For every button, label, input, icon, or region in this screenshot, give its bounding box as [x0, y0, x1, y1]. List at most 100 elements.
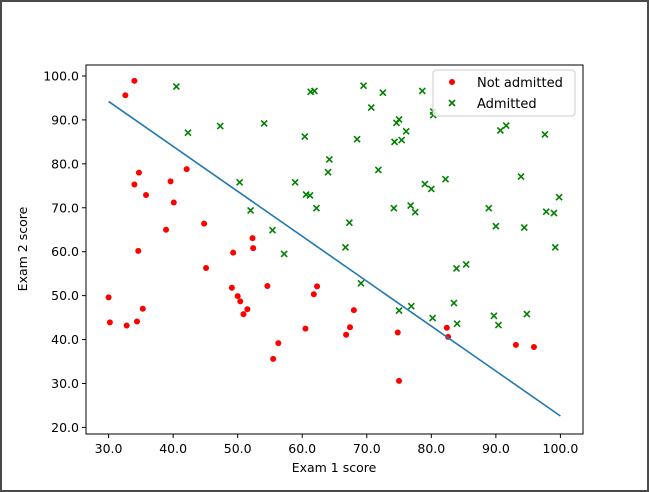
data-point-not-admitted — [234, 293, 241, 300]
x-tick-label: 60.0 — [288, 441, 316, 456]
data-point-not-admitted — [105, 294, 112, 301]
data-point-admitted — [395, 306, 403, 315]
data-point-admitted — [367, 104, 375, 112]
data-point-admitted-stroke — [268, 226, 277, 234]
data-point-admitted-stroke — [550, 209, 558, 217]
data-point-admitted — [485, 204, 493, 212]
data-point-admitted — [411, 208, 419, 216]
data-point-admitted — [310, 87, 319, 95]
data-point-admitted — [541, 130, 549, 138]
data-point-admitted-stroke — [353, 135, 361, 143]
data-point-not-admitted — [131, 181, 138, 188]
data-point-not-admitted — [131, 77, 138, 84]
data-point-admitted-stroke — [236, 178, 244, 186]
data-point-admitted — [542, 208, 550, 216]
legend-box — [432, 69, 576, 117]
data-point-not-admitted — [135, 169, 142, 176]
data-point-admitted — [236, 178, 244, 186]
data-point-admitted — [268, 226, 277, 234]
data-point-admitted — [523, 310, 531, 318]
data-point-not-admitted — [396, 377, 403, 384]
data-point-not-admitted — [350, 307, 357, 314]
x-tick-label: 30.0 — [95, 441, 123, 456]
data-point-admitted-stroke — [172, 82, 180, 91]
data-point-admitted — [390, 204, 398, 212]
data-point-not-admitted — [167, 178, 174, 185]
x-tick-label: 80.0 — [417, 441, 445, 456]
data-point-admitted-stroke — [310, 87, 319, 95]
legend-label-not-admitted: Not admitted — [477, 76, 563, 91]
data-point-admitted — [407, 302, 415, 310]
data-point-not-admitted — [264, 282, 271, 289]
data-point-not-admitted — [122, 92, 129, 99]
data-point-admitted-stroke — [291, 178, 299, 186]
data-point-admitted — [517, 173, 525, 181]
data-point-admitted-stroke — [411, 208, 419, 216]
y-tick-label: 20.0 — [51, 420, 79, 435]
data-point-admitted — [490, 312, 498, 320]
y-tick-label: 40.0 — [51, 332, 79, 347]
data-point-admitted-stroke — [551, 243, 559, 251]
data-point-admitted-stroke — [421, 180, 429, 188]
data-point-not-admitted — [170, 199, 177, 206]
data-point-not-admitted — [443, 324, 450, 331]
plot-area-frame — [85, 64, 584, 435]
data-point-admitted — [520, 223, 528, 232]
data-point-admitted — [496, 126, 504, 135]
data-point-admitted-stroke — [390, 138, 399, 146]
x-tick-label: 90.0 — [482, 441, 510, 456]
data-point-admitted-stroke — [260, 119, 268, 127]
data-point-admitted — [324, 168, 332, 176]
data-point-admitted-stroke — [325, 155, 333, 164]
data-point-admitted-stroke — [341, 243, 350, 251]
data-point-not-admitted — [240, 311, 247, 318]
data-point-not-admitted — [530, 344, 537, 351]
data-point-admitted — [555, 193, 563, 201]
data-point-admitted-stroke — [462, 260, 470, 269]
data-point-not-admitted — [249, 235, 256, 242]
data-point-admitted — [379, 89, 387, 97]
data-point-admitted-stroke — [395, 306, 403, 315]
data-point-admitted — [492, 222, 500, 230]
data-point-admitted-stroke — [427, 185, 435, 193]
data-point-admitted — [407, 202, 415, 210]
data-point-not-admitted — [135, 247, 142, 254]
data-point-admitted — [341, 243, 350, 251]
data-point-admitted — [441, 175, 450, 183]
data-point-admitted — [418, 87, 426, 95]
data-point-admitted — [421, 180, 429, 188]
data-point-not-admitted — [228, 284, 235, 291]
data-point-admitted — [345, 219, 353, 227]
data-point-admitted — [494, 321, 503, 329]
data-point-admitted — [427, 185, 435, 193]
data-point-admitted-stroke — [492, 222, 500, 230]
data-point-not-admitted — [143, 192, 150, 199]
data-point-admitted-stroke — [407, 302, 415, 310]
data-point-admitted — [216, 122, 224, 130]
data-point-admitted — [398, 136, 406, 144]
data-point-admitted — [260, 119, 268, 127]
data-point-admitted-stroke — [367, 104, 375, 112]
data-point-not-admitted — [133, 318, 140, 325]
data-point-admitted — [357, 279, 365, 287]
data-point-admitted-stroke — [453, 320, 461, 328]
data-point-not-admitted — [250, 245, 257, 252]
y-axis-label: Exam 2 score — [15, 206, 30, 291]
data-point-not-admitted — [139, 305, 146, 312]
data-point-admitted-stroke — [390, 204, 398, 212]
data-point-admitted-stroke — [392, 119, 401, 127]
data-point-admitted-stroke — [402, 127, 410, 135]
data-point-admitted — [450, 299, 458, 307]
data-point-admitted — [184, 129, 192, 137]
data-point-admitted — [359, 82, 368, 90]
data-point-admitted — [312, 204, 320, 212]
data-point-admitted — [502, 122, 510, 130]
x-tick-label: 70.0 — [353, 441, 381, 456]
data-point-admitted-stroke — [247, 206, 255, 214]
data-point-not-admitted — [394, 329, 401, 336]
x-axis: 30.0 40.0 50.0 60.0 70.0 80.0 90.0 100.0 — [95, 434, 578, 456]
data-point-admitted-stroke — [555, 193, 563, 201]
data-point-not-admitted — [201, 220, 208, 227]
data-point-not-admitted — [346, 324, 353, 331]
